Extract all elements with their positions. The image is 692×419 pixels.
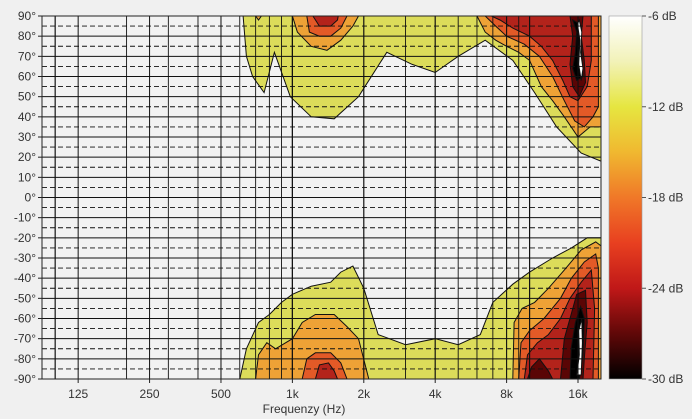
contour-region-14: [314, 362, 339, 379]
contour-region-12: [312, 16, 339, 27]
y-tick-label: 40°: [18, 110, 36, 124]
y-tick-label: -60°: [14, 312, 36, 326]
y-tick-label: 20°: [18, 150, 36, 164]
y-axis: 90° 80° 70° 60° 50° 40° 30° 20° 10° 0° -10° -20° -30…: [14, 9, 42, 386]
y-tick-label: 90°: [18, 9, 36, 23]
y-tick-label: -10°: [14, 211, 36, 225]
y-tick-label: -50°: [14, 291, 36, 305]
x-tick-label: 125: [68, 387, 88, 401]
colorbar-tick-label: -24 dB: [648, 281, 683, 295]
y-tick-label: -90°: [14, 372, 36, 386]
y-tick-label: 0°: [25, 191, 37, 205]
y-tick-label: -40°: [14, 271, 36, 285]
grid-lines: [42, 16, 601, 379]
colorbar-tick-label: -12 dB: [648, 100, 683, 114]
x-tick-label: 4k: [429, 387, 443, 401]
contour-region-3: [254, 16, 263, 21]
x-tick-label: 500: [211, 387, 231, 401]
colorbar-ticks: -6 dB -12 dB -18 dB -24 dB -30 dB: [642, 9, 683, 386]
x-tick-label: 2k: [357, 387, 371, 401]
y-tick-label: 60°: [18, 70, 36, 84]
y-tick-label: -30°: [14, 251, 36, 265]
x-axis-label: Frequenzy (Hz): [263, 402, 346, 416]
colorbar-tick-label: -30 dB: [648, 372, 683, 386]
x-axis: 125 250 500 1k 2k 4k 8k 16k: [68, 379, 589, 401]
colorbar-tick-label: -18 dB: [648, 191, 683, 205]
colorbar: [608, 15, 643, 380]
y-tick-label: 70°: [18, 49, 36, 63]
y-tick-label: 80°: [18, 29, 36, 43]
x-tick-label: 1k: [286, 387, 300, 401]
y-tick-label: 50°: [18, 90, 36, 104]
y-tick-label: 30°: [18, 130, 36, 144]
colorbar-tick-label: -6 dB: [648, 9, 677, 23]
contour-region-13: [491, 16, 592, 102]
y-tick-label: -70°: [14, 332, 36, 346]
contour-region-1: [242, 16, 601, 162]
y-tick-label: -20°: [14, 231, 36, 245]
x-tick-label: 8k: [500, 387, 514, 401]
x-tick-label: 16k: [568, 387, 588, 401]
y-tick-label: 10°: [18, 170, 36, 184]
x-tick-label: 250: [140, 387, 160, 401]
y-tick-label: -80°: [14, 352, 36, 366]
